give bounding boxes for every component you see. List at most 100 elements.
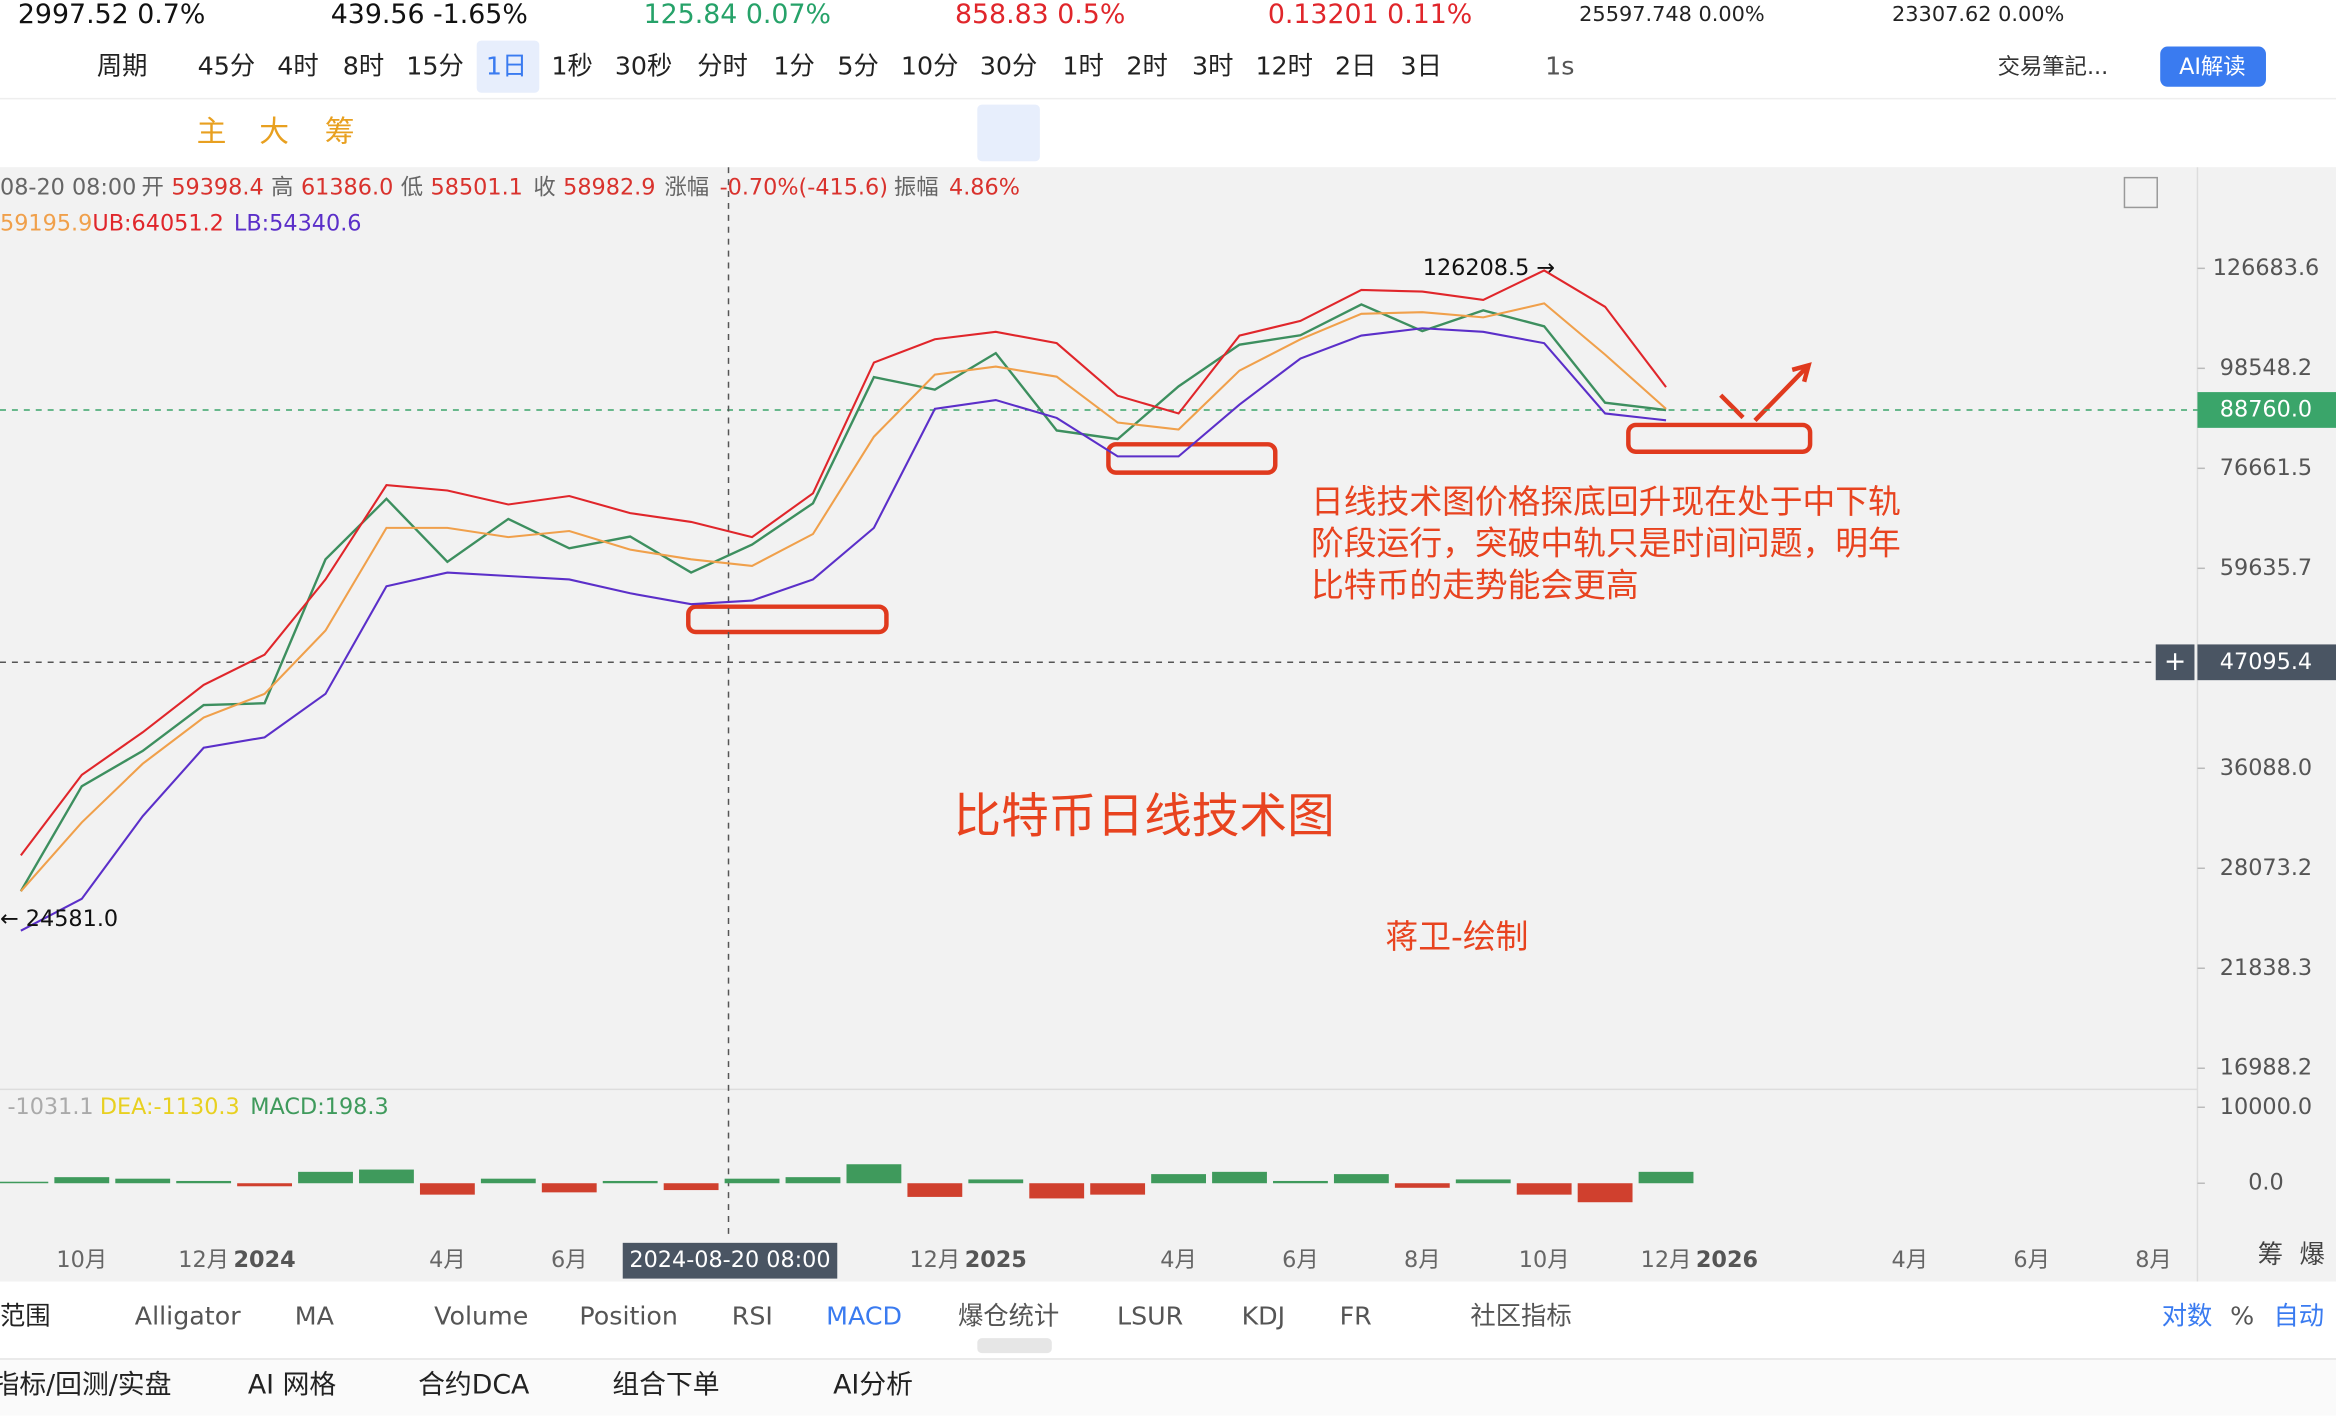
indicator-tab[interactable]: LSUR: [1117, 1300, 1183, 1330]
y-tick-label: 10000.0: [2220, 1094, 2312, 1120]
macd-bar: [115, 1178, 171, 1184]
timeframe[interactable]: 15分: [406, 50, 464, 80]
macd-bar: [785, 1177, 841, 1184]
indicator-tab[interactable]: KDJ: [1242, 1300, 1286, 1330]
indicator-tab[interactable]: Alligator: [135, 1300, 241, 1330]
ohlc-label: 高: [271, 175, 293, 201]
right-column: 爆: [2300, 1239, 2325, 1269]
bottom-tab[interactable]: AI 网格: [248, 1369, 337, 1400]
scale-option[interactable]: %: [2230, 1300, 2254, 1330]
scale-option[interactable]: 自动: [2273, 1300, 2324, 1330]
macd-bar: [237, 1183, 293, 1187]
range-select[interactable]: 范围: [0, 1300, 51, 1330]
macd-legend: DEA:-1130.3: [100, 1094, 240, 1120]
scale-option[interactable]: 对数: [2162, 1300, 2213, 1330]
x-tick-label: 10月: [56, 1247, 107, 1273]
tool[interactable]: 主: [197, 114, 227, 149]
y-tick-label: 28073.2: [2220, 855, 2312, 881]
macd-bar: [663, 1183, 719, 1191]
x-tick-label: 2024: [234, 1247, 296, 1273]
indicator-tab[interactable]: FR: [1340, 1300, 1372, 1330]
band-legend: 59195.9: [0, 210, 92, 236]
arrow-head: [1791, 362, 1812, 383]
band-legend: UB:64051.2: [92, 210, 224, 236]
bottom-tab[interactable]: AI分析: [833, 1369, 913, 1400]
expand-icon[interactable]: [2123, 176, 2158, 209]
ticker: 2997.52 0.7%: [18, 0, 205, 30]
indicator-tab[interactable]: Position: [579, 1300, 678, 1330]
macd-legend: MACD:198.3: [250, 1094, 388, 1120]
last-price-label: 88760.0: [2220, 396, 2312, 422]
timeframe[interactable]: 分时: [697, 50, 748, 80]
last-price-tag: [2197, 392, 2336, 428]
bottom-bar-bg: [0, 1359, 2336, 1416]
annotation-note: 日线技术图价格探底回升现在处于中下轨: [1311, 483, 1901, 521]
timeframe[interactable]: 2日: [1335, 50, 1376, 80]
timeframe[interactable]: 2时: [1126, 50, 1167, 80]
ohlc-label: 收: [533, 175, 555, 201]
annotation-note: 比特币的走势能会更高: [1311, 566, 1639, 604]
indicator-tab[interactable]: 爆仓统计: [958, 1300, 1059, 1330]
timeframe[interactable]: 30分: [980, 50, 1038, 80]
right-column: 筹: [2258, 1239, 2283, 1269]
timeframe[interactable]: 8时: [343, 50, 384, 80]
timeframe[interactable]: 4时: [277, 50, 318, 80]
y-tick-label: 59635.7: [2220, 555, 2312, 581]
timeframe[interactable]: 1分: [773, 50, 814, 80]
band-legend: LB:54340.6: [234, 210, 362, 236]
x-tick-label: 4月: [429, 1247, 466, 1273]
timeframe[interactable]: 10分: [901, 50, 959, 80]
annotation-author: 蒋卫-绘制: [1386, 918, 1529, 956]
bottom-tab[interactable]: 指标/回测/实盘: [0, 1369, 171, 1400]
crosshair-plus: [2155, 644, 2195, 681]
x-tick-label: 12月: [178, 1247, 229, 1273]
macd-bar: [176, 1180, 232, 1184]
macd-bar: [0, 1181, 49, 1184]
macd-bar: [1394, 1183, 1450, 1188]
interval: 1s: [1545, 50, 1574, 80]
timeframe[interactable]: 3日: [1401, 50, 1442, 80]
ticker: 439.56 -1.65%: [331, 0, 528, 30]
ticker: 858.83 0.5%: [955, 0, 1125, 30]
min-label: ← 24581.0: [0, 906, 118, 932]
timeframe[interactable]: 1时: [1062, 50, 1103, 80]
macd-bar: [1029, 1183, 1085, 1199]
timeframe[interactable]: 周期: [97, 50, 148, 80]
timeframe[interactable]: 5分: [837, 50, 878, 80]
tool[interactable]: 大: [259, 114, 289, 149]
timeframe[interactable]: 1日: [486, 50, 527, 80]
macd-bar: [907, 1183, 963, 1197]
ohlc-time: 08-20 08:00: [0, 175, 136, 201]
timeframe[interactable]: 30秒: [615, 50, 673, 80]
tool[interactable]: 筹: [325, 114, 355, 149]
macd-bar: [541, 1183, 597, 1193]
timeframe[interactable]: 1秒: [551, 50, 592, 80]
crosshair-time: 2024-08-20 08:00: [629, 1247, 830, 1273]
x-tick-label: 4月: [1891, 1247, 1928, 1273]
journal[interactable]: 交易筆記...: [1998, 54, 2109, 80]
ohlc-label: 涨幅: [664, 175, 709, 201]
ai-button-bg[interactable]: [2160, 46, 2266, 87]
active-timeframe-bg: [476, 40, 540, 93]
indicator-tab[interactable]: Volume: [434, 1300, 528, 1330]
macd-bar: [1638, 1171, 1694, 1184]
indicator-tab[interactable]: RSI: [732, 1300, 773, 1330]
timeframe[interactable]: 45分: [198, 50, 256, 80]
indicator-tab[interactable]: 社区指标: [1470, 1300, 1571, 1330]
bottom-tab[interactable]: 合约DCA: [418, 1369, 530, 1400]
annotation-title: 比特币日线技术图: [953, 790, 1334, 845]
ohlc-value: 4.86%: [949, 175, 1020, 201]
indicator-tab[interactable]: MACD: [826, 1300, 902, 1330]
ticker: 25597.748 0.00%: [1579, 2, 1765, 26]
indicator-tab[interactable]: MA: [295, 1300, 335, 1330]
crosshair-plus-sign: +: [2164, 646, 2186, 677]
macd-bar: [1212, 1171, 1267, 1184]
timeframe[interactable]: 12时: [1255, 50, 1313, 80]
timeframe[interactable]: 3时: [1192, 50, 1233, 80]
ai-button[interactable]: AI解读: [2179, 54, 2246, 80]
toolbar-bg: [0, 0, 2336, 168]
chart-bg: [0, 167, 2336, 1282]
bottom-tab[interactable]: 组合下单: [612, 1369, 719, 1400]
annotation-shapes: [686, 362, 1813, 635]
